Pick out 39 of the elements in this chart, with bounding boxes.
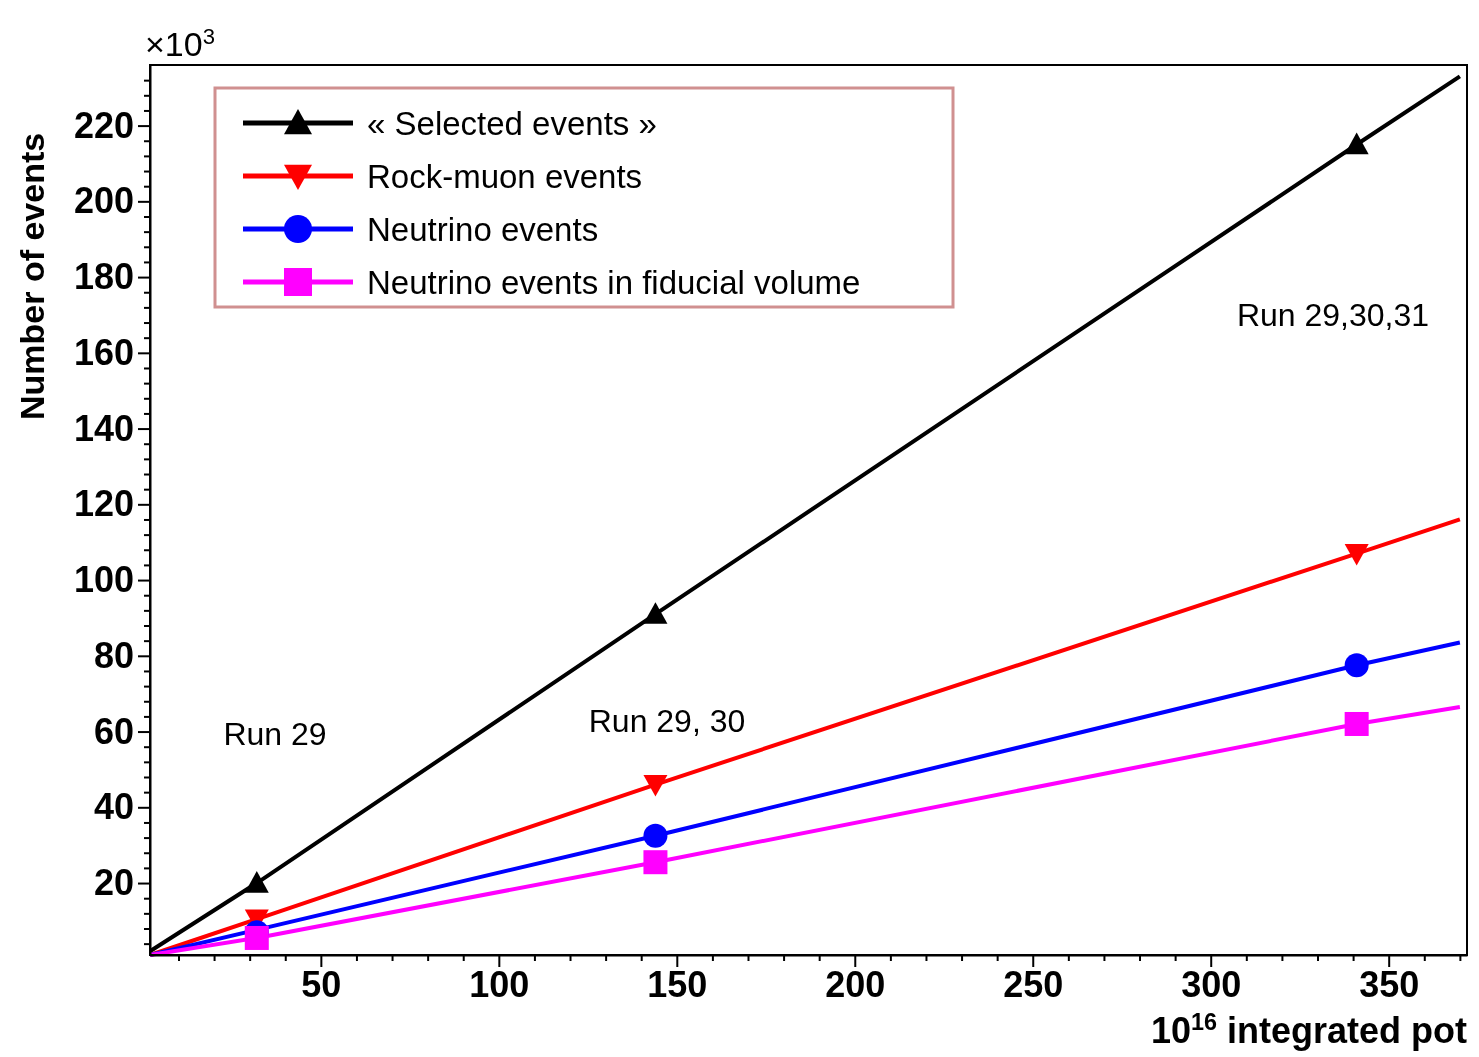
y-axis-title: Number of events — [13, 132, 51, 420]
y-tick-label: 200 — [73, 180, 134, 222]
legend-label: Neutrino events in fiducial volume — [367, 264, 861, 301]
point — [643, 774, 668, 797]
y-tick-label: 20 — [93, 862, 134, 904]
x-tick-label: 300 — [1181, 963, 1242, 1005]
point — [244, 871, 269, 893]
point — [1344, 653, 1369, 678]
point — [1344, 711, 1369, 736]
y-tick-label: 40 — [93, 786, 134, 828]
y-tick-label: 100 — [73, 559, 134, 601]
x-tick-label: 350 — [1359, 963, 1420, 1005]
line-series — [148, 704, 1462, 957]
y-tick-label: 120 — [73, 483, 134, 525]
point — [643, 823, 668, 848]
x-tick-label: 200 — [825, 963, 886, 1005]
legend-label: Neutrino events — [367, 211, 599, 248]
x-tick-label: 150 — [647, 963, 708, 1005]
legend-label: Rock-muon events — [367, 158, 643, 195]
y-tick-label: 180 — [73, 256, 134, 298]
y-tick-label: 80 — [93, 634, 134, 676]
annotation: Run 29 — [223, 716, 327, 752]
annotation: Run 29, 30 — [588, 703, 746, 739]
y-tick-label: 140 — [73, 407, 134, 449]
legend-label: « Selected events » — [367, 105, 657, 142]
y-tick-label: 160 — [73, 331, 134, 373]
y-tick-label: 220 — [73, 104, 134, 146]
x-tick-label: 250 — [1003, 963, 1064, 1005]
text: ×10$^{3}$ — [145, 23, 215, 63]
point — [1344, 543, 1369, 566]
point — [244, 925, 269, 950]
x-tick-label: 100 — [469, 963, 530, 1005]
point — [643, 850, 668, 875]
point — [643, 602, 668, 624]
point — [1344, 132, 1369, 155]
y-tick-label: 60 — [93, 710, 134, 752]
annotation: Run 29,30,31 — [1236, 297, 1430, 333]
x-axis-title: 10$^{16}$ integrated pot — [1150, 1009, 1468, 1051]
x-tick-label: 50 — [301, 963, 342, 1005]
